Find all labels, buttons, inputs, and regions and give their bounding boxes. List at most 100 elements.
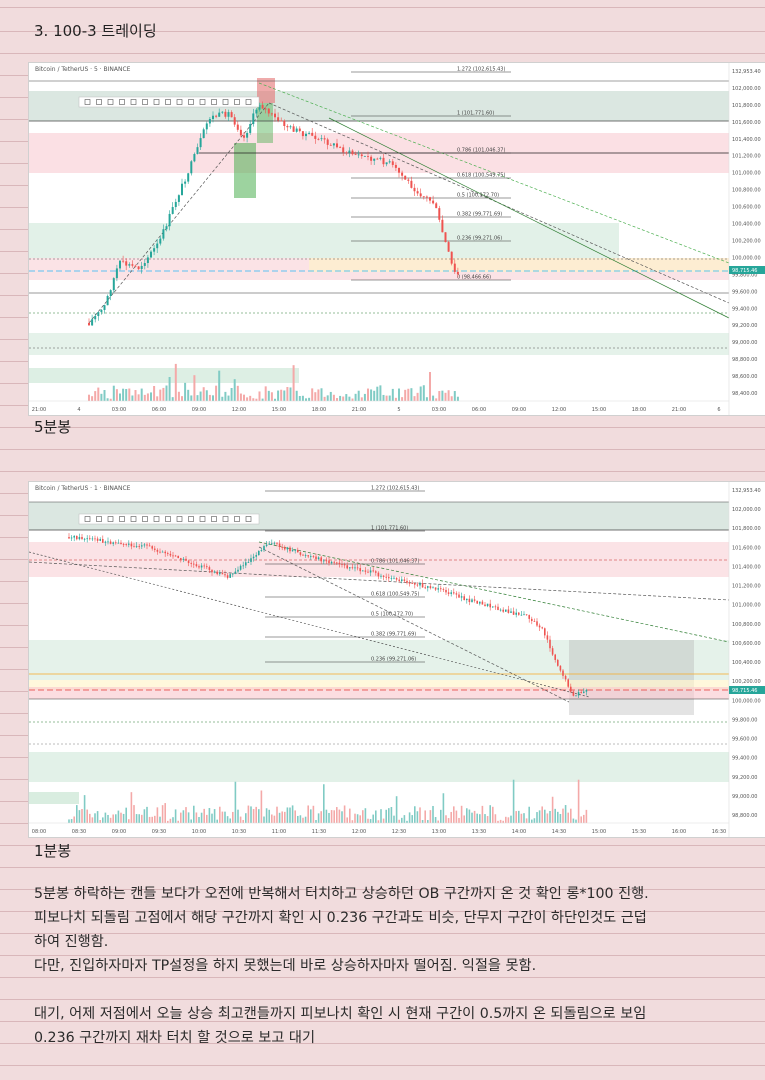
volume-bar: [407, 388, 410, 401]
candle-body: [512, 611, 515, 615]
candle-body: [255, 555, 257, 557]
volume-bar: [150, 392, 152, 401]
chart-1min[interactable]: Bitcoin / TetherUS · 1 · BINANCE 1.272 (…: [28, 481, 765, 838]
volume-bar: [115, 389, 118, 401]
volume-bar: [140, 388, 143, 401]
volume-bar: [107, 814, 109, 823]
volume-bar: [425, 397, 428, 401]
volume-bar: [447, 818, 450, 823]
candle-body: [258, 104, 261, 110]
volume-bar: [518, 810, 520, 823]
volume-bar: [544, 809, 546, 823]
volume-bar: [554, 808, 556, 823]
candle-body: [283, 120, 286, 127]
volume-bar: [437, 820, 439, 823]
volume-bar: [297, 815, 299, 823]
volume-bar: [120, 812, 122, 823]
candle-body: [323, 560, 325, 562]
candle-body: [492, 606, 494, 608]
volume-bar: [328, 812, 330, 823]
volume-bar: [94, 813, 96, 823]
volume-bar: [479, 814, 481, 823]
trend-line: [88, 102, 270, 324]
candle-body: [177, 195, 180, 202]
volume-bar: [338, 809, 341, 823]
toolbar-tool-icon: [188, 99, 194, 105]
candle-body: [291, 550, 294, 552]
candle-body: [444, 232, 447, 243]
volume-bar: [323, 784, 325, 823]
candle-body: [252, 113, 255, 125]
price-axis-label: 102,000.00: [732, 507, 761, 513]
toolbar-tool-icon: [130, 516, 137, 522]
candle-body: [278, 543, 281, 548]
volume-bar: [159, 816, 161, 823]
volume-bar: [536, 812, 538, 823]
volume-bar: [416, 811, 419, 823]
volume-bar: [450, 396, 453, 401]
trend-line: [258, 82, 730, 264]
chart-5min[interactable]: Bitcoin / TetherUS · 5 · BINANCE 1.272 (…: [28, 62, 765, 416]
price-axis: [729, 482, 765, 837]
volume-bar: [376, 386, 379, 401]
candle-body: [289, 126, 292, 128]
volume-bar: [250, 806, 252, 823]
candle-body: [143, 544, 146, 546]
candle-body: [97, 312, 100, 317]
volume-bar: [394, 397, 397, 401]
fib-level-label: 0.5 (100,172.70): [371, 612, 413, 618]
time-axis-label: 18:00: [632, 407, 646, 413]
volume-bar: [153, 386, 156, 401]
volume-bar: [88, 394, 90, 401]
volume-bar: [284, 811, 286, 823]
volume-bar: [277, 390, 280, 401]
volume-bar: [551, 796, 554, 823]
zone-box: [257, 78, 275, 103]
volume-bar: [103, 389, 106, 401]
volume-bar: [429, 810, 432, 823]
volume-bar: [239, 816, 242, 823]
volume-bar: [73, 816, 75, 823]
time-axis-label: 12:00: [352, 829, 366, 835]
volume-bar: [131, 395, 134, 401]
note-line-4: 다만, 진입하자마자 TP설정을 하지 못했는데 바로 상승하자마자 떨어짐. …: [34, 958, 537, 974]
volume-bar: [243, 394, 245, 401]
volume-bar: [497, 820, 499, 823]
candle-body: [341, 564, 343, 565]
price-axis-label: 101,800.00: [732, 526, 761, 532]
candle-body: [481, 601, 484, 605]
volume-bar: [351, 820, 354, 823]
volume-bar: [505, 816, 507, 823]
volume-bar: [271, 814, 273, 823]
volume-bar: [414, 806, 416, 823]
candle-body: [510, 611, 512, 613]
volume-bar: [382, 394, 385, 401]
volume-bar: [450, 811, 452, 823]
volume-bar: [294, 810, 296, 823]
candle-body: [150, 251, 152, 258]
time-axis-label: 08:00: [32, 829, 46, 835]
volume-bar: [424, 810, 426, 823]
toolbar-tool-icon: [119, 516, 125, 522]
price-axis-label: 100,800.00: [732, 622, 761, 628]
candle-body: [236, 124, 239, 130]
volume-bar: [421, 820, 424, 823]
candle-body: [330, 561, 333, 564]
fib-level-label: 1.272 (102,615.43): [457, 67, 505, 73]
volume-bar: [564, 805, 567, 823]
candle-body: [117, 542, 120, 544]
candle-body: [414, 583, 416, 585]
volume-bar: [286, 387, 289, 401]
candle-body: [536, 621, 538, 626]
candle-body: [518, 612, 520, 615]
volume-bar: [354, 813, 356, 823]
volume-bar: [221, 811, 224, 823]
volume-bar: [329, 391, 332, 401]
price-axis-label: 100,000.00: [732, 255, 761, 261]
toolbar-tool-icon: [245, 99, 252, 105]
volume-bar: [143, 394, 146, 401]
candle-body: [580, 692, 582, 693]
candle-body: [391, 161, 394, 165]
candle-body: [332, 143, 335, 146]
candle-body: [161, 551, 164, 553]
